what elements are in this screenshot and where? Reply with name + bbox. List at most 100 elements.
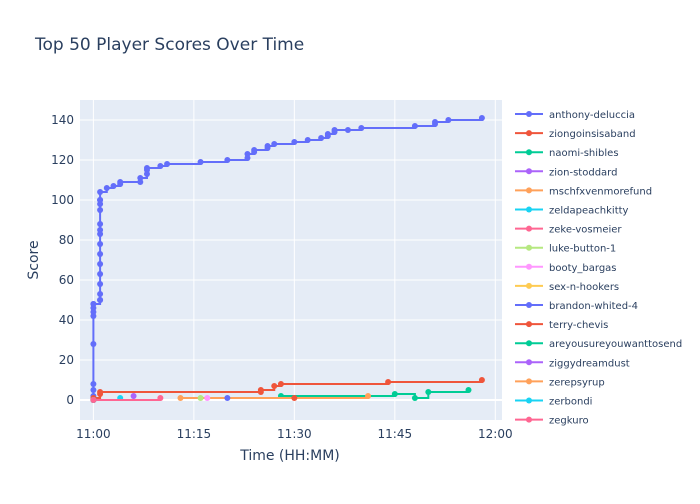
legend-item-zegkuro[interactable]: zegkuro bbox=[515, 416, 589, 427]
data-point bbox=[130, 393, 137, 399]
data-point bbox=[271, 141, 278, 147]
x-tick-label: 12:00 bbox=[478, 427, 513, 441]
legend-item-areyousureyouwanttosend[interactable]: areyousureyouwanttosend bbox=[515, 339, 682, 350]
legend-item-booty-bargas[interactable]: booty_bargas bbox=[515, 263, 617, 274]
legend-swatch-dot bbox=[526, 168, 532, 175]
legend-item-sex-n-hookers[interactable]: sex-n-hookers bbox=[515, 282, 619, 293]
chart-title: Top 50 Player Scores Over Time bbox=[34, 35, 304, 55]
legend-label: ziongoinsisaband bbox=[549, 129, 636, 140]
data-point bbox=[478, 115, 485, 121]
data-point bbox=[97, 241, 104, 247]
data-point bbox=[224, 395, 231, 401]
legend-item-naomi-shibles[interactable]: naomi-shibles bbox=[515, 148, 619, 159]
y-tick-label: 60 bbox=[59, 273, 74, 287]
data-point bbox=[425, 389, 432, 395]
legend-label: ziggydreamdust bbox=[549, 358, 630, 369]
legend-item-ziggydreamdust[interactable]: ziggydreamdust bbox=[515, 358, 630, 369]
legend-swatch-dot bbox=[526, 130, 532, 137]
y-axis-label: Score bbox=[26, 240, 42, 279]
legend-label: zeke-vosmeier bbox=[549, 225, 622, 236]
data-point bbox=[97, 221, 104, 227]
data-point bbox=[90, 301, 97, 307]
data-point bbox=[365, 393, 372, 399]
legend-item-zeldapeachkitty[interactable]: zeldapeachkitty bbox=[515, 206, 629, 217]
legend-label: anthony-deluccia bbox=[549, 110, 635, 121]
data-point bbox=[411, 395, 418, 401]
data-point bbox=[110, 183, 117, 189]
legend-item-mschfxvenmorefund[interactable]: mschfxvenmorefund bbox=[515, 186, 652, 197]
data-point bbox=[90, 381, 97, 387]
legend-label: booty_bargas bbox=[549, 263, 617, 274]
data-point bbox=[97, 389, 104, 395]
legend-item-zerepsyrup[interactable]: zerepsyrup bbox=[515, 377, 605, 388]
data-point bbox=[97, 291, 104, 297]
data-point bbox=[445, 117, 452, 123]
data-point bbox=[331, 127, 338, 133]
series-naomi-shibles bbox=[277, 387, 472, 401]
series-layer bbox=[90, 115, 485, 403]
data-point bbox=[291, 139, 298, 145]
data-point bbox=[90, 397, 97, 403]
legend-swatch-dot bbox=[526, 340, 532, 347]
plot-area bbox=[80, 100, 502, 420]
legend-label: terry-chevis bbox=[549, 320, 608, 331]
legend-swatch-dot bbox=[526, 149, 532, 156]
legend-item-luke-button-1[interactable]: luke-button-1 bbox=[515, 244, 616, 255]
y-tick-label: 140 bbox=[51, 113, 74, 127]
legend-swatch-dot bbox=[526, 321, 532, 328]
data-point bbox=[197, 159, 204, 165]
legend-item-anthony-deluccia[interactable]: anthony-deluccia bbox=[515, 110, 635, 121]
data-point bbox=[432, 119, 439, 125]
data-point bbox=[324, 131, 331, 137]
legend-item-zion-stoddard[interactable]: zion-stoddard bbox=[515, 167, 617, 178]
data-point bbox=[97, 227, 104, 233]
legend-label: zeldapeachkitty bbox=[549, 206, 629, 217]
x-tick-label: 11:30 bbox=[277, 427, 312, 441]
legend-label: luke-button-1 bbox=[549, 244, 616, 255]
legend-item-zerbondi[interactable]: zerbondi bbox=[515, 397, 592, 408]
y-tick-label: 20 bbox=[59, 353, 74, 367]
legend-swatch-dot bbox=[526, 263, 532, 270]
data-point bbox=[304, 137, 311, 143]
legend-swatch-dot bbox=[526, 397, 532, 404]
legend-item-terry-chevis[interactable]: terry-chevis bbox=[515, 320, 608, 331]
legend-item-zeke-vosmeier[interactable]: zeke-vosmeier bbox=[515, 225, 622, 236]
data-point bbox=[224, 157, 231, 163]
legend-item-ziongoinsisaband[interactable]: ziongoinsisaband bbox=[515, 129, 636, 140]
data-point bbox=[90, 387, 97, 393]
data-point bbox=[318, 135, 325, 141]
x-tick-label: 11:15 bbox=[177, 427, 212, 441]
x-axis-label: Time (HH:MM) bbox=[239, 448, 340, 464]
data-point bbox=[358, 125, 365, 131]
series-booty-bargas bbox=[204, 395, 211, 401]
grid-lines bbox=[80, 100, 502, 420]
y-tick-label: 80 bbox=[59, 233, 74, 247]
data-point bbox=[465, 387, 472, 393]
series-brandon-whited-4 bbox=[224, 395, 231, 401]
legend-swatch-dot bbox=[526, 359, 532, 366]
data-point bbox=[264, 143, 271, 149]
data-point bbox=[204, 395, 211, 401]
legend-swatch-dot bbox=[526, 206, 532, 213]
legend-label: zion-stoddard bbox=[549, 167, 617, 178]
y-tick-label: 120 bbox=[51, 153, 74, 167]
data-point bbox=[277, 381, 284, 387]
y-tick-label: 100 bbox=[51, 193, 74, 207]
legend-label: zerepsyrup bbox=[549, 377, 605, 388]
legend-swatch-dot bbox=[526, 225, 532, 232]
series-terry-chevis bbox=[291, 395, 298, 401]
data-point bbox=[97, 297, 104, 303]
legend[interactable]: anthony-deluccia ziongoinsisaband naomi-sh… bbox=[515, 110, 682, 427]
data-point bbox=[157, 395, 164, 401]
legend-swatch-dot bbox=[526, 302, 532, 308]
legend-label: sex-n-hookers bbox=[549, 282, 619, 293]
data-point bbox=[391, 391, 398, 397]
data-point bbox=[97, 251, 104, 257]
data-point bbox=[385, 379, 392, 385]
data-point bbox=[164, 161, 171, 167]
series-luke-button-1 bbox=[197, 395, 204, 401]
data-point bbox=[177, 395, 184, 401]
data-point bbox=[137, 175, 144, 181]
legend-item-brandon-whited-4[interactable]: brandon-whited-4 bbox=[515, 301, 638, 312]
